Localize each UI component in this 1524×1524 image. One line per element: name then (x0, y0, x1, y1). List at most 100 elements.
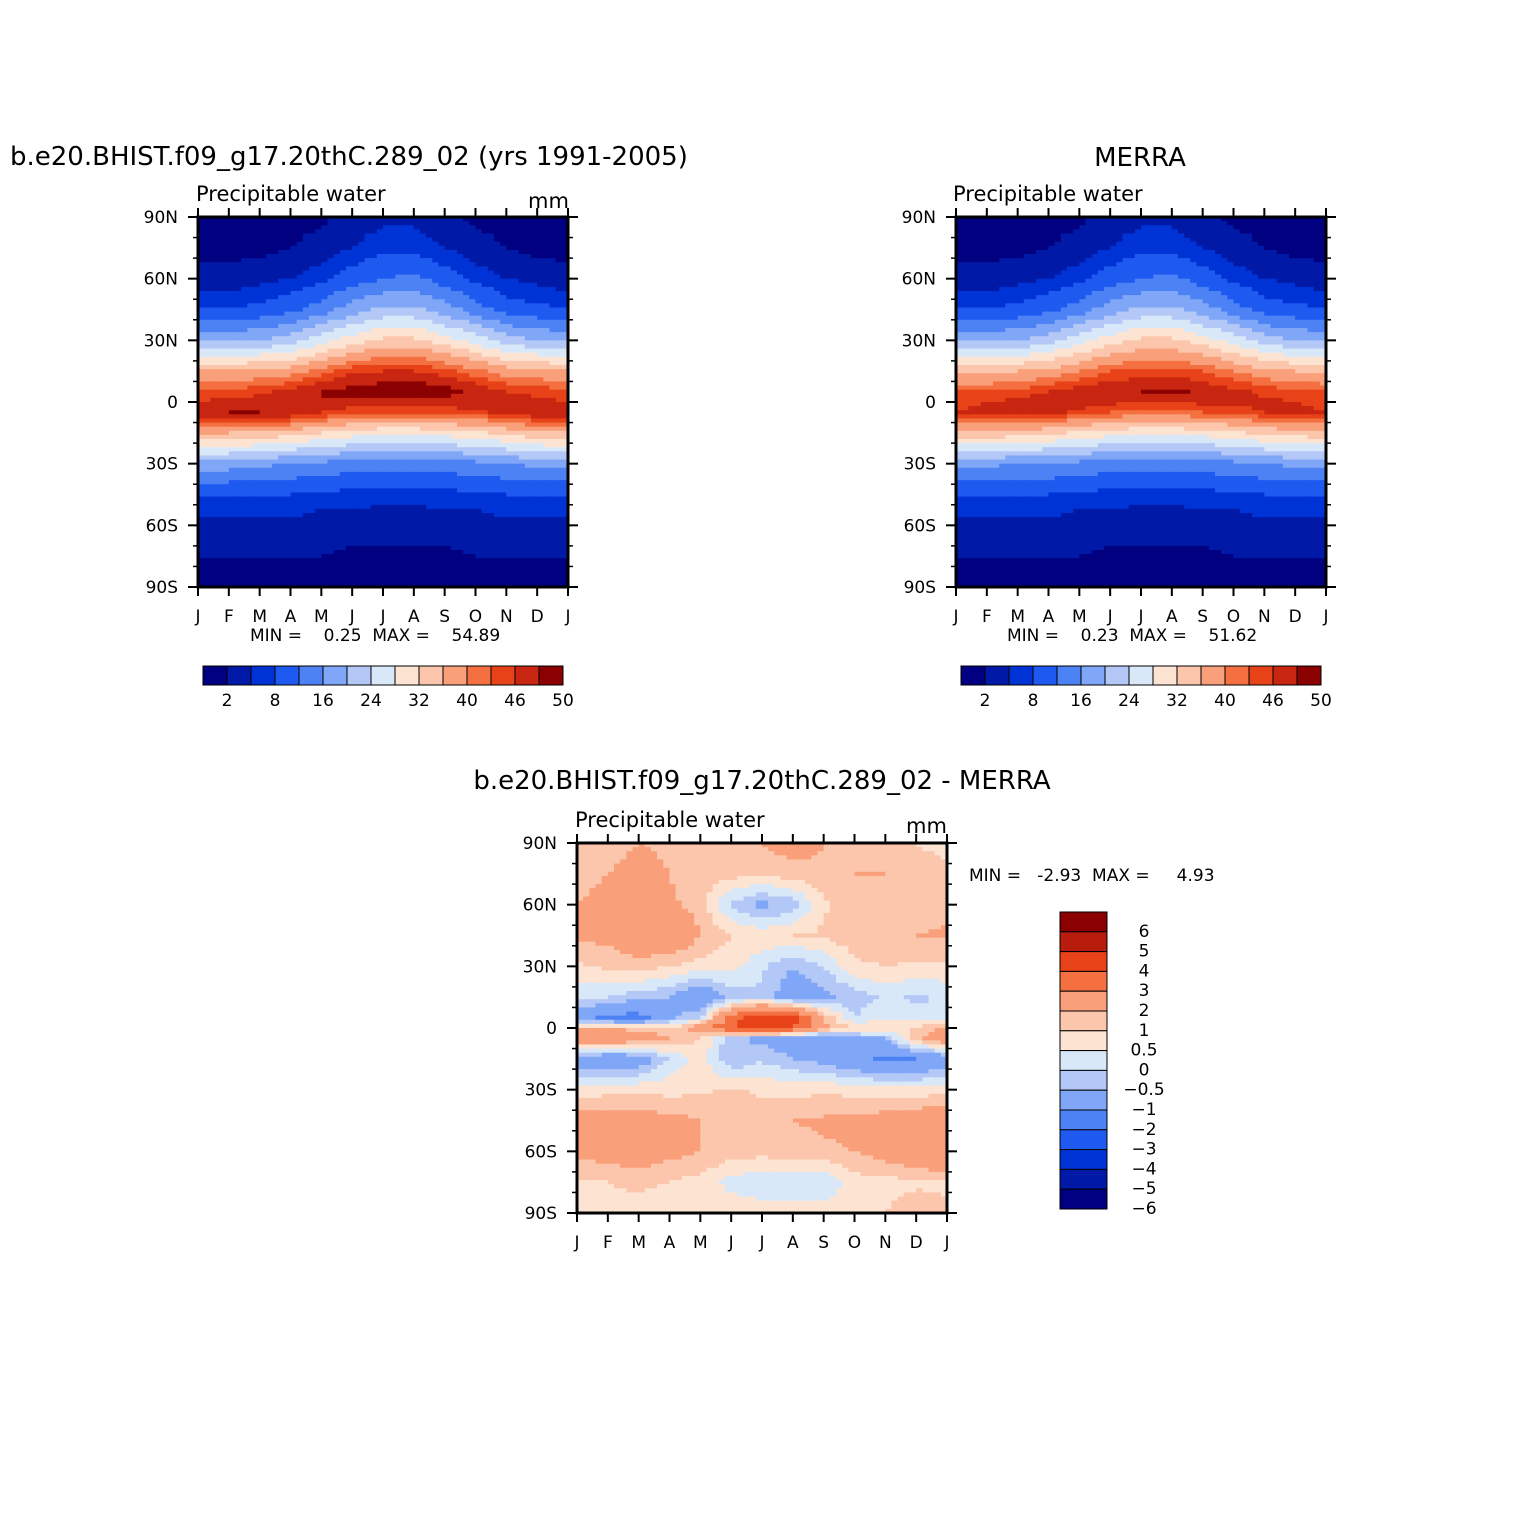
heatmap-cell (352, 274, 359, 280)
heatmap-cell (352, 332, 359, 337)
heatmap-cell (364, 525, 372, 531)
heatmap-cell (450, 389, 458, 395)
heatmap-cell (481, 447, 489, 452)
heatmap-cell (315, 323, 322, 329)
heatmap-cell (247, 278, 255, 284)
heatmap-cell (370, 500, 378, 506)
heatmap-cell (413, 237, 421, 243)
heatmap-cell (235, 377, 242, 383)
heatmap-cell (204, 455, 211, 461)
heatmap-cell (524, 513, 532, 518)
heatmap-cell (259, 484, 267, 489)
heatmap-cell (506, 582, 514, 588)
heatmap-cell (389, 225, 396, 230)
heatmap-cell (241, 258, 248, 263)
heatmap-cell (290, 545, 298, 551)
heatmap-cell (241, 476, 248, 481)
heatmap-cell (290, 513, 298, 518)
heatmap-cell (481, 426, 489, 432)
heatmap-cell (309, 307, 316, 313)
heatmap-cell (228, 332, 236, 337)
heatmap-cell (401, 365, 409, 370)
heatmap-cell (235, 348, 242, 354)
heatmap-cell (247, 340, 255, 346)
heatmap-cell (204, 517, 211, 522)
heatmap-cell (481, 237, 489, 243)
heatmap-cell (407, 443, 415, 448)
heatmap-cell (272, 389, 279, 395)
heatmap-cell (253, 582, 261, 588)
heatmap-cell (241, 254, 248, 259)
heatmap-cell (284, 245, 292, 251)
heatmap-cell (370, 447, 378, 452)
heatmap-cell (216, 233, 224, 239)
heatmap-cell (284, 447, 292, 452)
heatmap-cell (296, 541, 304, 547)
heatmap-cell (364, 274, 372, 280)
heatmap-cell (444, 262, 452, 267)
heatmap-cell (450, 237, 458, 243)
heatmap-cell (401, 369, 409, 374)
heatmap-cell (494, 225, 501, 230)
heatmap-cell (370, 282, 378, 288)
heatmap-cell (235, 385, 242, 391)
heatmap-cell (475, 336, 483, 341)
heatmap-cell (383, 480, 390, 485)
heatmap-cell (216, 262, 224, 267)
heatmap-cell (407, 237, 415, 243)
heatmap-cell (475, 402, 483, 407)
heatmap-cell (524, 258, 532, 263)
heatmap-cell (259, 373, 267, 378)
heatmap-cell (259, 365, 267, 370)
heatmap-cell (426, 365, 433, 370)
heatmap-cell (457, 541, 464, 547)
heatmap-cell (518, 558, 526, 563)
heatmap-cell (426, 332, 433, 337)
heatmap-cell (475, 393, 483, 399)
heatmap-cell (376, 229, 384, 235)
heatmap-cell (346, 406, 353, 411)
heatmap-cell (333, 426, 341, 432)
heatmap-cell (506, 521, 514, 526)
heatmap-cell (309, 418, 316, 424)
heatmap-cell (463, 451, 470, 457)
heatmap-cell (315, 229, 322, 235)
heatmap-cell (302, 278, 310, 284)
heatmap-cell (401, 578, 409, 584)
heatmap-cell (407, 262, 415, 267)
heatmap-cell (395, 410, 403, 415)
heatmap-cell (358, 299, 366, 304)
heatmap-cell (426, 504, 433, 510)
heatmap-cell (401, 488, 409, 494)
heatmap-cell (247, 356, 255, 362)
heatmap-cell (500, 422, 507, 428)
heatmap-cell (450, 463, 458, 469)
heatmap-cell (309, 447, 316, 452)
heatmap-cell (321, 582, 329, 588)
heatmap-cell (309, 426, 316, 432)
heatmap-cell (524, 463, 532, 469)
heatmap-cell (407, 525, 415, 531)
heatmap-cell (339, 550, 347, 555)
heatmap-cell (389, 422, 396, 428)
heatmap-cell (413, 311, 421, 317)
heatmap-cell (284, 278, 292, 284)
heatmap-cell (407, 504, 415, 510)
heatmap-cell (494, 311, 501, 317)
heatmap-cell (309, 286, 316, 292)
heatmap-cell (327, 504, 335, 510)
heatmap-cell (284, 508, 292, 514)
heatmap-cell (407, 513, 415, 518)
heatmap-cell (537, 229, 544, 235)
heatmap-cell (290, 402, 298, 407)
heatmap-cell (506, 422, 514, 428)
heatmap-cell (321, 406, 329, 411)
heatmap-cell (438, 492, 446, 498)
heatmap-cell (364, 410, 372, 415)
heatmap-cell (401, 451, 409, 457)
heatmap-cell (339, 328, 347, 333)
heatmap-cell (450, 562, 458, 568)
heatmap-cell (278, 303, 285, 309)
heatmap-cell (358, 414, 366, 420)
heatmap-cell (315, 385, 322, 391)
